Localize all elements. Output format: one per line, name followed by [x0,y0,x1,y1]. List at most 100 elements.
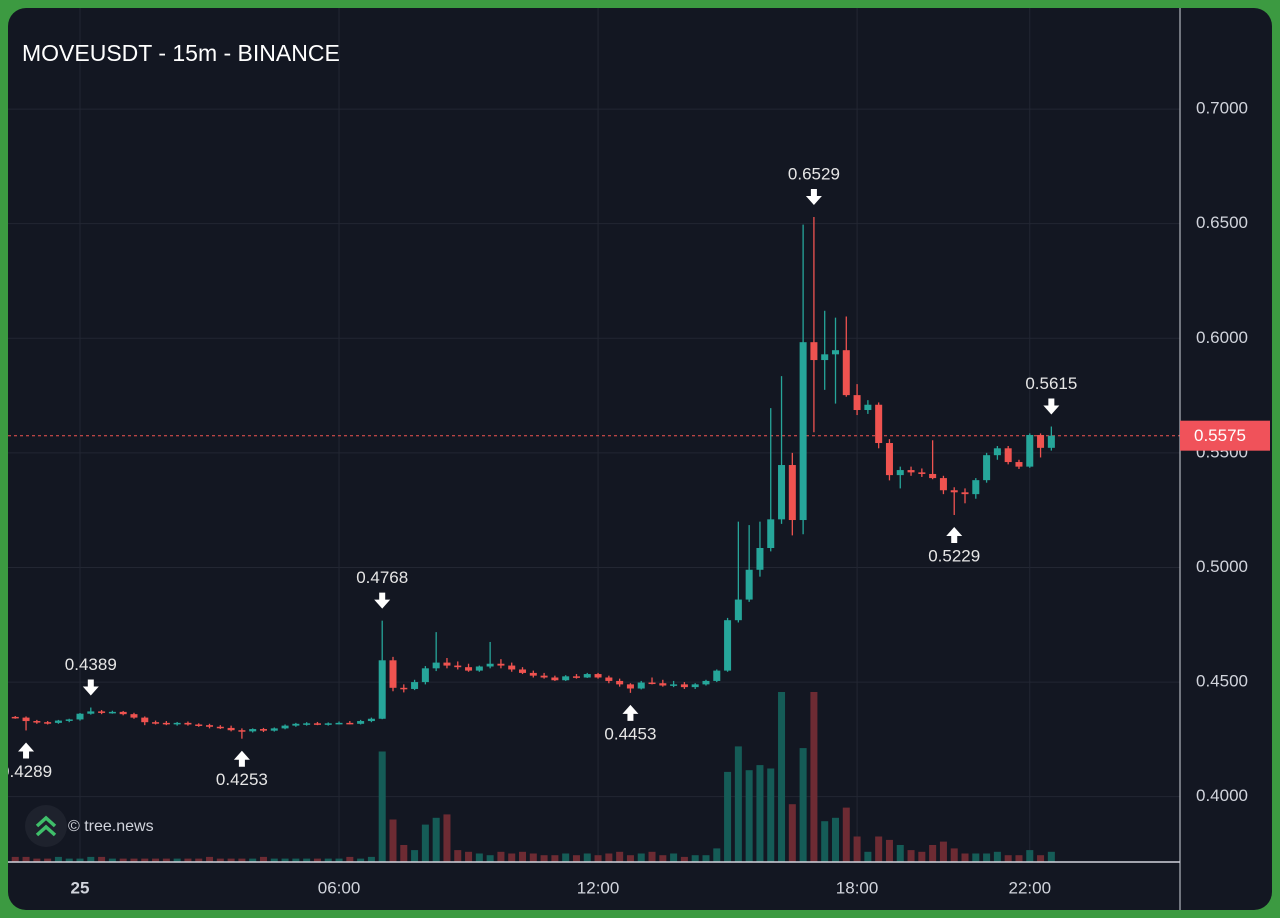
volume-bar [929,845,937,862]
annotation-arrow [82,679,99,696]
volume-bar [864,851,872,862]
candle-body [389,660,397,688]
candle-body [270,728,278,731]
candle-body [119,711,127,715]
candle-body [465,667,473,671]
candle-body [713,670,721,681]
candle-body [821,354,829,361]
volume-bar [292,858,300,862]
candle-body [324,723,332,725]
volume-bar [98,856,106,862]
volume-bar [206,856,214,862]
candle-body [432,662,440,669]
volume-bar [680,856,688,862]
volume-bar [65,858,73,862]
candle-body [54,720,62,723]
candle-body [529,672,537,676]
candle-body [680,684,688,688]
volume-bar [33,858,41,862]
candle-body [605,677,613,681]
candle-body [378,660,386,719]
candle-body [162,722,170,725]
candle-body [594,674,602,678]
volume-bar [799,748,807,862]
volume-bar [411,850,419,862]
volume-bar [454,850,462,862]
volume-bar [572,855,580,862]
candle-body [76,713,84,720]
volume-bar [605,853,613,862]
candle-body [648,682,656,685]
volume-bar [508,853,516,862]
volume-bar [432,817,440,862]
chart-title: MOVEUSDT - 15m - BINANCE [22,40,340,66]
volume-bar [270,858,278,862]
candle-body [670,684,678,686]
y-tick-label: 0.5000 [1196,557,1248,576]
annotation-label: 0.4389 [65,655,117,674]
y-tick-label: 0.4000 [1196,786,1248,805]
x-tick-label: 12:00 [577,878,620,897]
candle-body [885,443,893,476]
candle-body [65,719,73,721]
volume-bar [583,853,591,862]
candle-body [734,599,742,621]
volume-bar [238,858,246,862]
volume-bar [259,856,267,862]
candle-body [313,723,321,725]
volume-bar [87,856,95,862]
annotation-label: 0.4289 [0,762,52,781]
volume-bar [713,848,721,862]
candle-body [152,722,160,724]
candle-body [486,663,494,667]
volume-bar [346,856,354,862]
watermark: © tree.news [25,805,154,847]
candle-body [227,727,235,731]
volume-bar [184,858,192,862]
volume-bar [853,836,861,862]
candle-body [562,676,570,681]
volume-bar [724,771,732,862]
volume-bar [831,817,840,862]
volume-bar [788,804,796,862]
volume-bar [130,858,138,862]
annotation-arrow [374,592,391,609]
last-price-label: 0.5575 [1194,426,1246,445]
candle-body [907,470,915,473]
volume-bar [281,858,289,862]
annotation-label: 0.4768 [356,568,408,587]
candle-body [11,716,19,719]
y-tick-label: 0.4500 [1196,672,1248,691]
volume-bar [1026,850,1034,862]
volume-bar [1015,855,1023,862]
volume-bar [616,851,624,862]
candle-body [519,669,527,673]
volume-bar [972,853,980,862]
annotation-arrow [622,704,639,721]
candle-body [831,350,840,355]
candle-body [303,723,311,725]
candle-body [788,465,796,521]
volume-bar [421,824,429,862]
candle-body [421,668,429,683]
volume-bar [195,858,203,862]
volume-bar [44,858,52,862]
volume-bar [551,855,559,862]
volume-bar [637,853,645,862]
candle-body [1004,448,1012,463]
candle-body [616,680,624,685]
volume-bar [475,853,483,862]
candle-body [33,721,41,723]
candle-body [961,492,969,495]
volume-bar [378,751,386,862]
volume-bar [152,858,160,862]
candle-body [929,473,937,479]
volume-bar [486,855,494,862]
candle-body [357,721,365,724]
volume-bar [335,858,343,862]
candle-body [939,478,947,491]
volume-bar [443,814,451,862]
candle-body [508,665,516,670]
volume-bar [670,853,678,862]
